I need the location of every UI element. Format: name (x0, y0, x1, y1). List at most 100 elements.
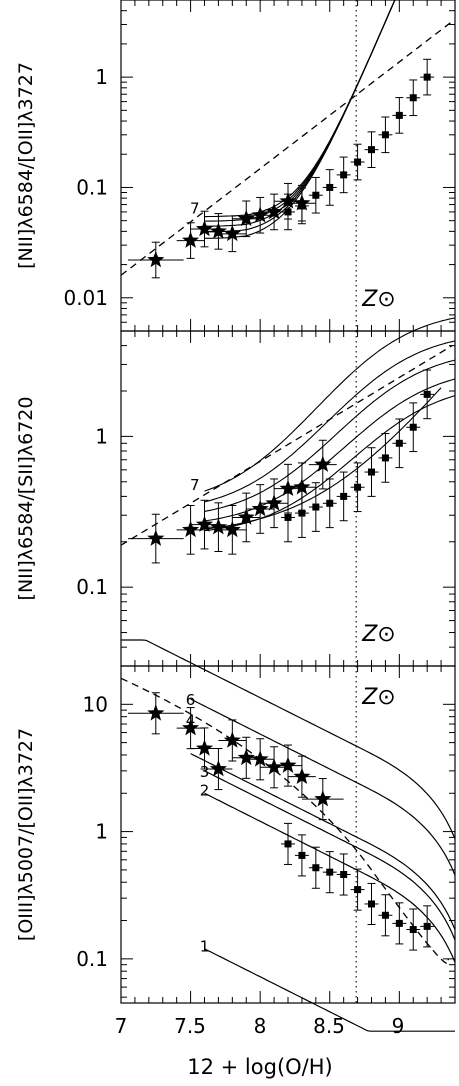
star-data-point (314, 790, 332, 807)
star-data-point (293, 767, 311, 784)
star-data-point (195, 220, 214, 237)
star-data-point (251, 750, 269, 767)
y-axis-label: [NII]λ6584/[OII]λ3727 (15, 62, 37, 269)
square-data-point (395, 919, 403, 927)
y-tick-label: 0.1 (76, 947, 108, 971)
square-data-point (340, 171, 348, 179)
star-data-point (237, 508, 255, 525)
fit-line-dashed (120, 677, 450, 965)
square-data-point (381, 911, 389, 919)
square-data-point (368, 468, 375, 476)
x-tick-label-2: 8 (254, 1014, 267, 1038)
star-data-point (251, 206, 269, 223)
square-data-point (395, 439, 403, 447)
star-data-point (209, 222, 227, 239)
square-data-point (284, 840, 292, 848)
square-data-point (409, 94, 417, 102)
x-axis: 7 7.5 8 8.5 9 12 + log(O/H) (115, 1014, 405, 1079)
square-data-point (409, 423, 417, 431)
star-data-point (209, 760, 227, 777)
panel-frame (120, 0, 456, 332)
y-tick-label: 1 (95, 424, 108, 448)
square-data-point (409, 926, 417, 934)
square-data-point (326, 499, 334, 507)
star-data-point (265, 758, 283, 775)
square-data-point (354, 886, 362, 894)
star-data-point (293, 478, 311, 495)
star-data-point (279, 479, 297, 496)
solar-symbol-label: Z⊙ (361, 622, 396, 647)
square-data-point (368, 900, 375, 908)
y-axis-label: [OIII]λ5007/[OII]λ3727 (15, 728, 37, 941)
x-tick-label-0: 7 (115, 1014, 128, 1038)
fit-line-dashed (120, 345, 453, 546)
star-data-point (223, 731, 241, 748)
star-data-point (237, 748, 255, 766)
x-tick-label-1: 7.5 (174, 1014, 206, 1038)
square-data-point (312, 191, 320, 199)
square-data-point (326, 868, 334, 876)
star-data-point (182, 231, 200, 248)
star-data-point (265, 494, 283, 511)
square-data-point (298, 202, 306, 210)
square-data-point (312, 503, 320, 511)
square-data-point (423, 390, 431, 398)
star-data-point (182, 520, 200, 538)
y-tick-label: 1 (95, 65, 108, 89)
model-curve (190, 698, 456, 876)
star-data-point (182, 719, 200, 736)
square-data-point (298, 509, 306, 517)
star-data-point (195, 515, 214, 532)
square-data-point (284, 208, 292, 216)
square-data-point (340, 871, 348, 879)
star-data-point (209, 518, 227, 535)
y-tick-label: 0.1 (76, 575, 108, 599)
square-data-point (354, 158, 362, 166)
model-curve (121, 639, 456, 840)
square-data-point (340, 492, 348, 500)
y-axis-label: [NII]λ6584/[SII]λ6720 (15, 397, 37, 601)
star-data-point (147, 704, 165, 721)
x-tick-label-4: 9 (392, 1014, 405, 1038)
curve-label: 2 (200, 782, 210, 800)
star-data-point (265, 202, 283, 220)
square-data-point (326, 183, 334, 191)
x-tick-label-3: 8.5 (313, 1014, 345, 1038)
square-data-point (298, 851, 306, 859)
fit-line-dashed (120, 20, 453, 276)
curve-label: 7 (190, 476, 200, 494)
model-curve (204, 948, 455, 1032)
star-data-point (195, 739, 214, 756)
y-tick-label: 1 (95, 820, 108, 844)
star-data-point (251, 500, 269, 517)
panel-nii-sii: 0.1 1 [NII]λ6584/[SII]λ6720 Z⊙ 7 (15, 317, 456, 667)
y-tick-label: 0.01 (63, 286, 108, 310)
square-data-point (423, 73, 431, 81)
star-data-point (237, 209, 255, 227)
square-data-point (354, 483, 362, 491)
x-axis-label: 12 + log(O/H) (187, 1055, 332, 1079)
star-data-point (147, 251, 165, 268)
star-data-point (223, 520, 241, 538)
y-tick-label: 0.1 (76, 175, 108, 199)
square-data-point (284, 513, 292, 521)
square-data-point (395, 111, 403, 119)
curve-label: 6 (186, 691, 196, 709)
square-data-point (423, 922, 431, 930)
star-data-point (314, 455, 332, 472)
square-data-point (381, 454, 389, 462)
star-data-point (223, 224, 241, 242)
solar-symbol-label: Z⊙ (361, 287, 396, 312)
square-data-point (381, 131, 389, 139)
square-data-point (368, 146, 375, 154)
star-data-point (147, 529, 165, 546)
star-data-point (279, 756, 297, 773)
y-tick-label: 10 (83, 692, 108, 716)
model-curve (204, 770, 456, 941)
panel-nii-oii: 0.01 0.1 1 [NII]λ6584/[OII]λ3727 Z⊙ 7 (15, 0, 456, 332)
model-curve (204, 317, 456, 492)
solar-symbol-label: Z⊙ (361, 685, 396, 710)
curve-label: 7 (190, 200, 200, 218)
